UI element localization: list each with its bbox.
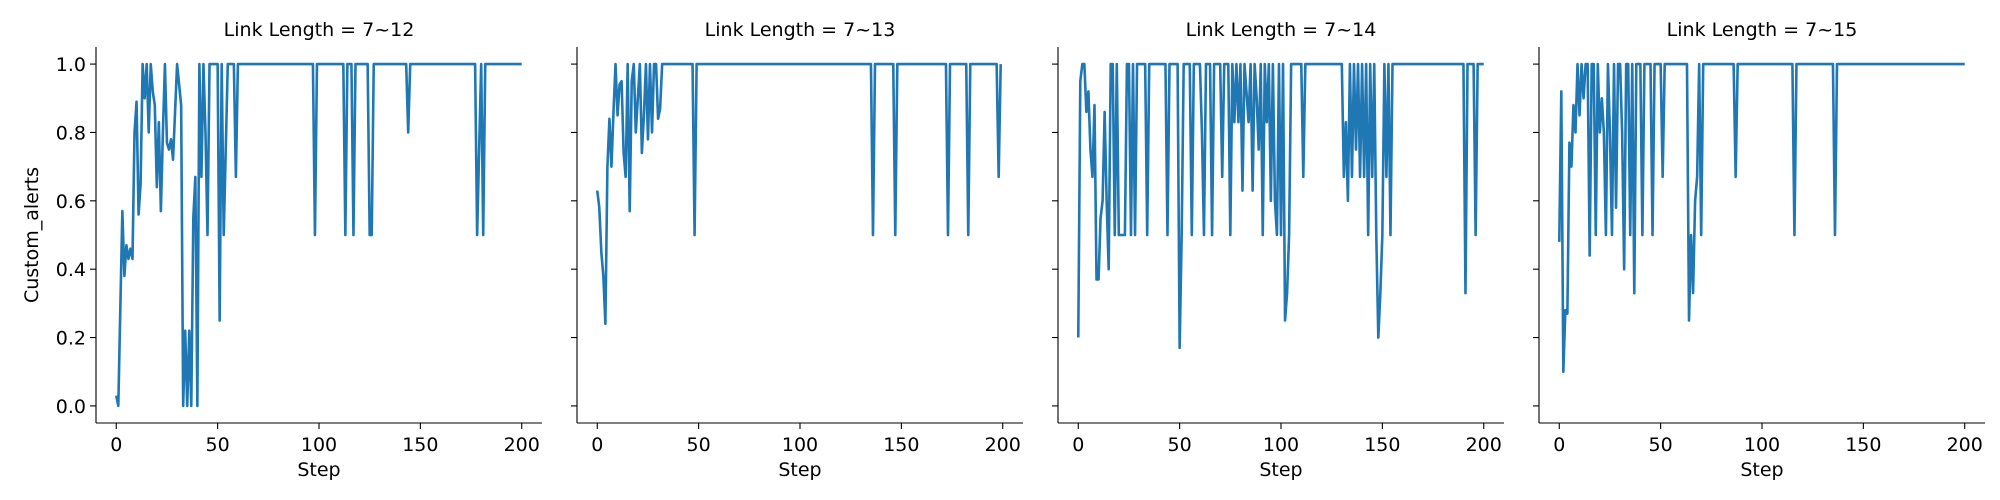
x-tick-label: 100 <box>1263 434 1299 456</box>
x-axis-label: Step <box>297 459 340 481</box>
x-tick-label: 150 <box>1845 434 1881 456</box>
x-tick-label: 150 <box>1364 434 1400 456</box>
x-tick-label: 100 <box>782 434 818 456</box>
x-tick-label: 50 <box>206 434 230 456</box>
x-tick-label: 200 <box>985 434 1021 456</box>
y-tick-label: 1.0 <box>56 54 86 76</box>
x-tick-label: 150 <box>402 434 438 456</box>
panel-title: Link Length = 7~12 <box>224 19 415 41</box>
panel-title: Link Length = 7~14 <box>1186 19 1377 41</box>
panel-title: Link Length = 7~13 <box>705 19 896 41</box>
x-tick-label: 0 <box>1553 434 1565 456</box>
y-tick-label: 0.6 <box>56 191 86 213</box>
x-tick-label: 0 <box>1072 434 1084 456</box>
y-tick-label: 0.2 <box>56 328 86 350</box>
x-axis-label: Step <box>1740 459 1783 481</box>
x-tick-label: 200 <box>504 434 540 456</box>
x-tick-label: 0 <box>591 434 603 456</box>
panel-title: Link Length = 7~15 <box>1667 19 1858 41</box>
y-tick-label: 0.8 <box>56 122 86 144</box>
data-line <box>595 62 1002 326</box>
x-tick-label: 100 <box>301 434 337 456</box>
x-axis-label: Step <box>778 459 821 481</box>
x-tick-label: 50 <box>1649 434 1673 456</box>
x-tick-label: 150 <box>883 434 919 456</box>
y-tick-label: 0.0 <box>56 396 86 418</box>
x-tick-label: 200 <box>1947 434 1983 456</box>
x-axis-label: Step <box>1259 459 1302 481</box>
data-line <box>1076 62 1484 350</box>
x-tick-label: 200 <box>1466 434 1502 456</box>
x-tick-label: 50 <box>1168 434 1192 456</box>
data-line <box>114 62 522 408</box>
x-tick-label: 0 <box>110 434 122 456</box>
x-tick-label: 50 <box>687 434 711 456</box>
y-tick-label: 0.4 <box>56 259 86 281</box>
y-axis-label: Custom_alerts <box>21 167 43 303</box>
data-line <box>1557 62 1965 374</box>
x-tick-label: 100 <box>1744 434 1780 456</box>
